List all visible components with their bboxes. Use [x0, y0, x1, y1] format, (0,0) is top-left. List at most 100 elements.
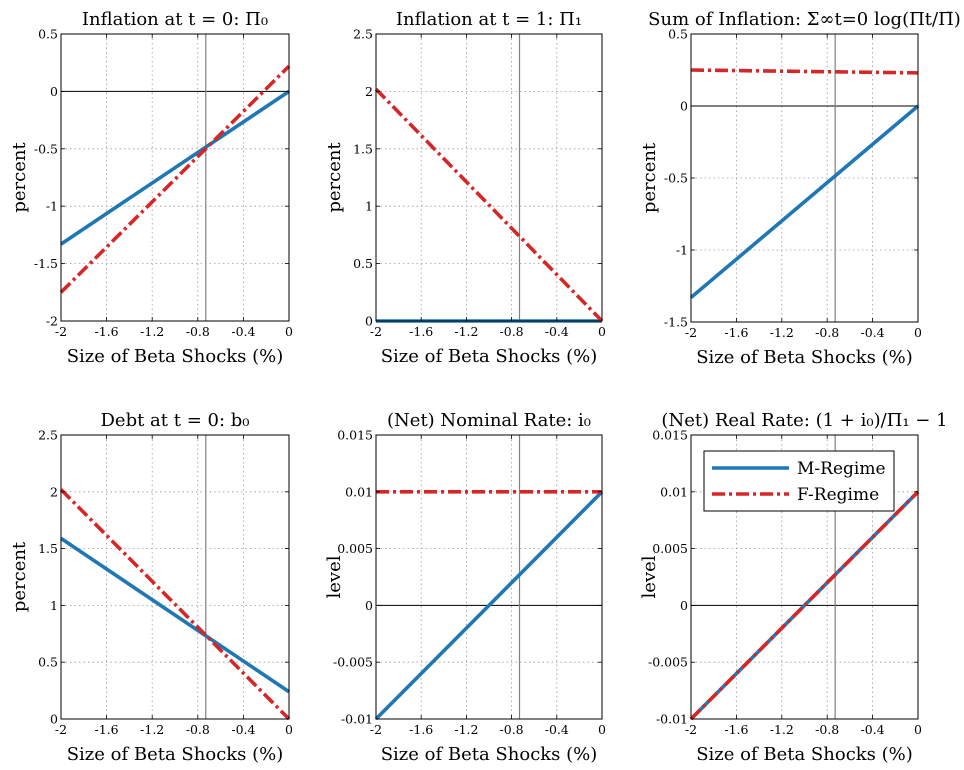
x-tick-label: -1.6 — [724, 325, 748, 340]
y-tick-label: 2 — [50, 484, 58, 499]
x-tick-label: -1.2 — [454, 324, 478, 339]
x-tick-label: -0.4 — [545, 722, 569, 737]
x-tick-label: -0.4 — [545, 324, 569, 339]
x-axis-label: Size of Beta Shocks (%) — [67, 744, 284, 765]
y-tick-label: -1 — [46, 199, 58, 214]
y-axis-label: percent — [639, 142, 660, 213]
x-tick-label: 0 — [598, 722, 606, 737]
x-tick-label: -1.2 — [454, 722, 478, 737]
legend-box — [703, 450, 895, 512]
x-tick-label: 0 — [598, 324, 606, 339]
y-tick-label: 0.01 — [345, 484, 373, 499]
y-tick-label: -0.01 — [656, 712, 688, 727]
y-tick-label: -0.5 — [664, 171, 688, 186]
x-tick-label: -0.8 — [815, 325, 839, 340]
y-tick-label: 2.5 — [38, 428, 58, 443]
x-axis-label: Size of Beta Shocks (%) — [67, 346, 284, 367]
y-tick-label: 0.5 — [353, 256, 373, 271]
axes-box — [375, 434, 603, 720]
m-regime-line — [374, 490, 604, 721]
x-axis-label: Size of Beta Shocks (%) — [696, 347, 913, 368]
y-tick-label: 0.5 — [38, 655, 58, 670]
chart-panel-5: -2 -1.6 -1.2 -0.8 -0.4 0 -0.01 -0.005 0 0.005 0.01… — [324, 410, 606, 765]
x-tick-label: -2 — [685, 722, 697, 737]
y-tick-label: 0 — [365, 598, 373, 613]
x-tick-label: -1.6 — [409, 722, 433, 737]
x-tick-label: 0 — [914, 722, 922, 737]
y-tick-label: 0.015 — [652, 428, 688, 443]
chart-panel-6: -2 -1.6 -1.2 -0.8 -0.4 0 -0.01 -0.005 0 0.005 0.01… — [639, 410, 948, 765]
x-tick-label: -1.6 — [724, 722, 748, 737]
y-tick-label: 0.01 — [660, 484, 688, 499]
x-tick-label: -2 — [685, 325, 697, 340]
y-tick-label: 1.5 — [353, 141, 373, 156]
x-axis-label: Size of Beta Shocks (%) — [381, 744, 598, 765]
y-axis-label: level — [639, 555, 660, 598]
axes-box — [60, 434, 290, 720]
chart-title: Sum of Inflation: Σ∞t=0 log(Πt/Π̄) — [648, 9, 961, 30]
x-tick-label: -1.2 — [140, 324, 164, 339]
m-regime-line — [59, 89, 291, 246]
y-tick-label: 0.005 — [337, 541, 373, 556]
x-tick-label: -2 — [55, 324, 67, 339]
x-tick-label: -0.8 — [186, 722, 210, 737]
y-tick-label: 0 — [50, 712, 58, 727]
f-regime-line — [374, 87, 604, 323]
axes-box — [60, 33, 290, 322]
x-tick-label: -1.6 — [95, 722, 119, 737]
y-tick-label: 0.015 — [337, 428, 373, 443]
y-tick-label: 0 — [365, 314, 373, 329]
y-tick-label: 1.5 — [38, 541, 58, 556]
y-tick-label: 2 — [365, 84, 373, 99]
chart-title: Debt at t = 0: b₀ — [101, 410, 250, 431]
x-tick-label: -1.6 — [95, 324, 119, 339]
y-tick-label: -1.5 — [34, 256, 58, 271]
x-tick-label: -1.2 — [140, 722, 164, 737]
x-tick-label: -2 — [370, 722, 382, 737]
chart-panel-1: -2 -1.6 -1.2 -0.8 -0.4 0 -2 -1.5 -1 -0.5 0 0.5 Infla… — [9, 9, 293, 367]
y-tick-label: -0.005 — [333, 655, 373, 670]
y-tick-label: -0.01 — [341, 712, 373, 727]
x-tick-label: -0.4 — [231, 722, 255, 737]
x-tick-label: 0 — [285, 324, 293, 339]
x-tick-label: -0.8 — [186, 324, 210, 339]
f-regime-line — [689, 490, 920, 721]
x-tick-label: 0 — [914, 325, 922, 340]
y-axis-label: percent — [9, 142, 30, 213]
x-tick-label: -0.4 — [231, 324, 255, 339]
y-axis-label: percent — [324, 142, 345, 213]
y-tick-label: -2 — [46, 314, 58, 329]
y-tick-label: 0.5 — [668, 27, 688, 42]
chart-title: Inflation at t = 1: Π₁ — [396, 9, 582, 30]
y-axis-label: percent — [9, 541, 30, 612]
x-tick-label: 0 — [285, 722, 293, 737]
x-tick-label: -0.8 — [500, 722, 524, 737]
y-tick-label: -0.5 — [34, 141, 58, 156]
chart-panel-4: -2 -1.6 -1.2 -0.8 -0.4 0 0 0.5 1 1.5 2 2.5 Debt at t… — [9, 410, 293, 765]
x-tick-label: -0.4 — [861, 722, 885, 737]
f-regime-line — [59, 64, 291, 294]
y-tick-label: -1 — [676, 243, 688, 258]
y-axis-label: level — [324, 555, 345, 598]
y-tick-label: 0.005 — [652, 541, 688, 556]
axes-box — [375, 33, 603, 322]
x-tick-label: -0.8 — [815, 722, 839, 737]
chart-panel-2: -2 -1.6 -1.2 -0.8 -0.4 0 0 0.5 1 1.5 2 2.5 Inflation… — [324, 9, 606, 367]
m-regime-line — [689, 104, 920, 299]
chart-title: (Net) Nominal Rate: i₀ — [387, 410, 591, 431]
y-tick-label: 1 — [365, 199, 373, 214]
x-tick-label: -1.6 — [409, 324, 433, 339]
chart-title: Inflation at t = 0: Π₀ — [82, 9, 268, 30]
legend-entry: F-Regime — [797, 485, 879, 505]
x-tick-label: -0.4 — [861, 325, 885, 340]
y-tick-label: 1 — [50, 598, 58, 613]
legend: M-Regime F-Regime — [703, 450, 895, 512]
y-tick-label: 0 — [680, 598, 688, 613]
x-tick-label: -1.2 — [770, 722, 794, 737]
y-tick-label: -1.5 — [664, 315, 688, 330]
axes-box — [690, 434, 919, 720]
chart-title: (Net) Real Rate: (1 + i₀)/Π₁ − 1 — [661, 410, 947, 431]
x-tick-label: -0.8 — [500, 324, 524, 339]
